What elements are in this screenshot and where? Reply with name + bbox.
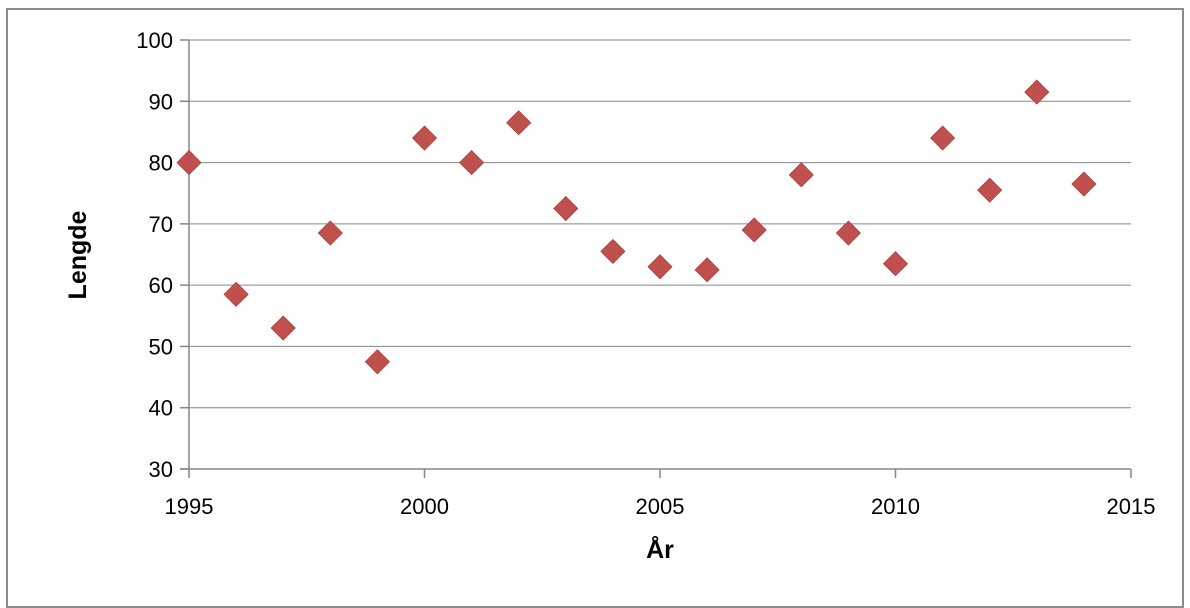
y-tick-label: 40 — [149, 396, 173, 421]
data-point-diamond — [317, 220, 343, 246]
tick-labels: 30 40 50 60 70 80 90 100 1995 2000 2005 2010 2015 — [136, 28, 1155, 519]
y-tick-label: 70 — [149, 212, 173, 237]
x-tick-label: 2015 — [1107, 494, 1156, 519]
y-tick-label: 100 — [136, 28, 173, 53]
y-tick-label: 60 — [149, 273, 173, 298]
data-point-diamond — [930, 125, 956, 151]
chart-frame — [6, 8, 1184, 608]
data-point-diamond — [882, 251, 909, 277]
y-axis-title: Lengde — [64, 210, 92, 299]
data-point-diamond — [553, 195, 579, 222]
data-point-diamond — [506, 110, 532, 136]
data-point-diamond — [600, 238, 626, 265]
data-point-diamond — [364, 349, 390, 375]
gridlines — [189, 39, 1131, 409]
data-point-diamond — [788, 162, 814, 188]
data-point-diamond — [223, 281, 249, 307]
y-tick-label: 50 — [149, 334, 173, 359]
data-point-diamond — [1071, 171, 1097, 197]
data-point-diamond — [741, 217, 767, 243]
x-tick-label: 2010 — [871, 494, 920, 519]
y-tick-label: 90 — [149, 89, 173, 114]
data-point-diamond — [977, 177, 1003, 203]
axes — [180, 40, 1131, 470]
data-point-diamond — [411, 125, 438, 151]
data-point-diamond — [176, 150, 202, 176]
x-tick-label: 1995 — [165, 494, 214, 519]
data-point-diamond — [1024, 79, 1050, 105]
data-point-diamond — [270, 315, 296, 341]
y-tick-label: 30 — [149, 457, 173, 482]
y-tick-label: 80 — [149, 151, 173, 176]
data-point-diamond — [835, 220, 861, 246]
data-point-diamond — [647, 254, 673, 280]
x-tick-label: 2000 — [400, 494, 449, 519]
data-points — [176, 79, 1097, 375]
x-axis-title: År — [646, 535, 674, 564]
x-tick-label: 2005 — [636, 494, 685, 519]
scatter-chart: 30 40 50 60 70 80 90 100 1995 2000 2005 2010 2015 År… — [64, 28, 1155, 564]
data-point-diamond — [459, 150, 485, 176]
data-point-diamond — [694, 257, 720, 283]
